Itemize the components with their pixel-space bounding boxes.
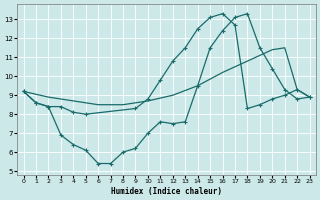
- X-axis label: Humidex (Indice chaleur): Humidex (Indice chaleur): [111, 187, 222, 196]
